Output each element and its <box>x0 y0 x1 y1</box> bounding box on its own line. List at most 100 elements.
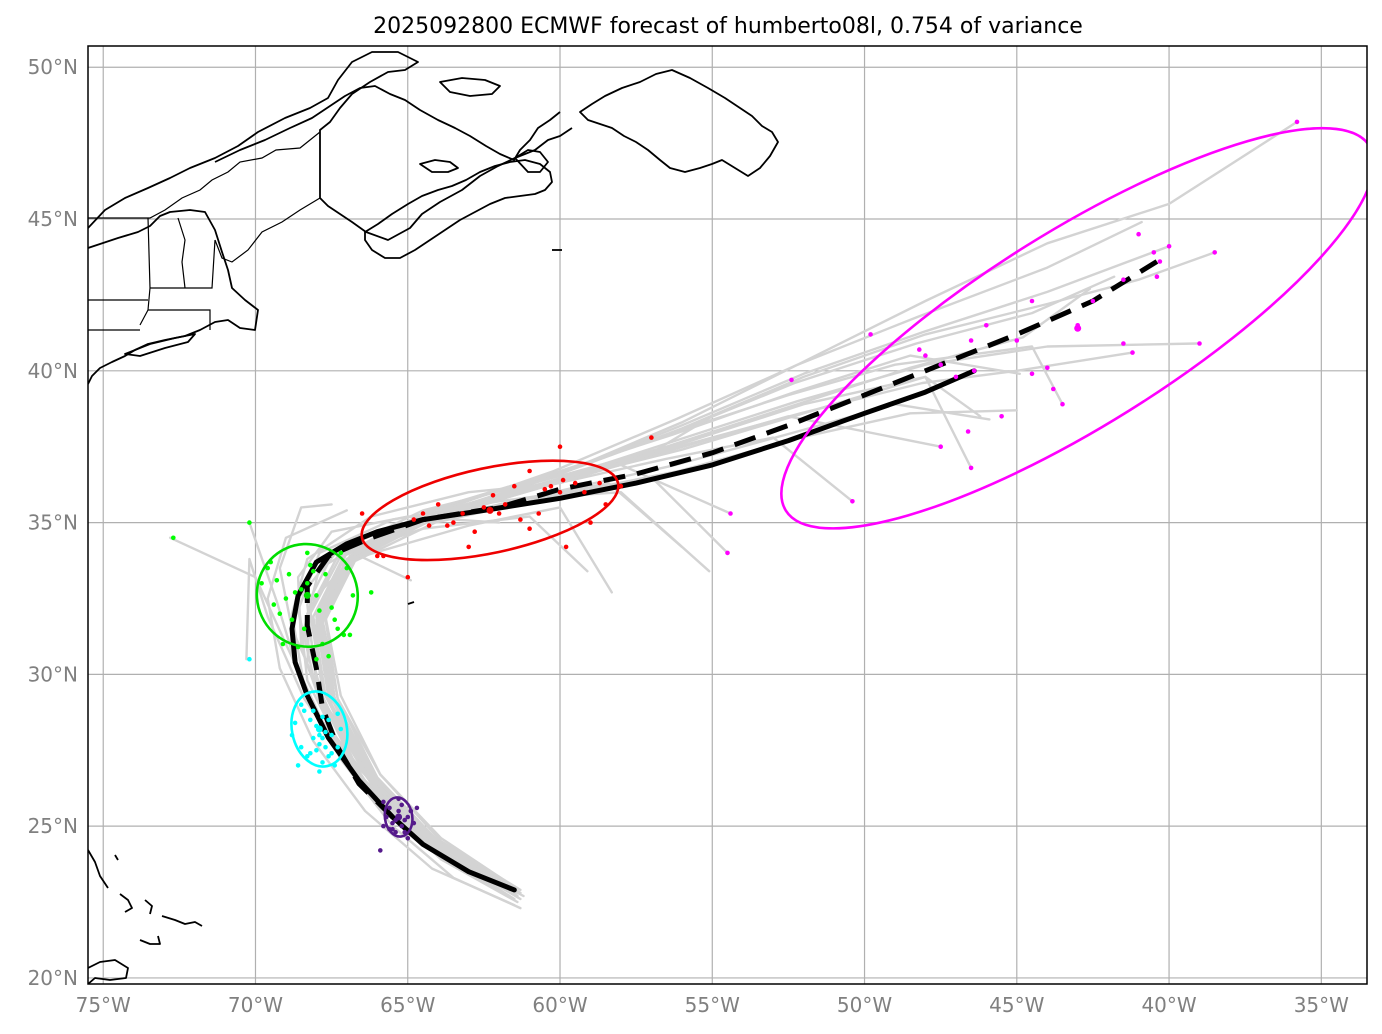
cyan-position-point <box>305 754 310 759</box>
ensemble-member-track <box>315 354 1021 889</box>
red-position-point <box>359 511 365 516</box>
red-position-point <box>536 511 541 516</box>
us-state-borders <box>88 217 216 331</box>
purple-position-point <box>381 799 386 805</box>
magenta-position-point <box>968 465 974 471</box>
red-position-point <box>527 468 532 474</box>
ellipse-center-point <box>395 813 403 821</box>
uncertainty-ellipse <box>780 126 1367 530</box>
cyan-position-point <box>247 656 252 662</box>
lat-tick-label: 30°N <box>28 662 78 686</box>
red-position-point <box>490 493 496 498</box>
green-position-point <box>326 653 331 659</box>
green-position-point <box>247 520 252 525</box>
ensemble-mean-track <box>289 368 977 893</box>
magenta-position-point <box>923 353 928 358</box>
ensemble-member-track <box>306 475 729 889</box>
long-island <box>124 333 196 357</box>
plot-frame <box>87 45 1368 985</box>
magenta-position-point <box>1294 119 1300 125</box>
magenta-position-point <box>1157 259 1163 264</box>
magenta-position-point <box>725 550 730 556</box>
gulf-st-lawrence-coastline <box>214 85 561 163</box>
green-position-point <box>347 632 353 638</box>
ensemble-member-track <box>321 245 1171 895</box>
red-position-point <box>527 526 532 531</box>
magenta-position-point <box>971 368 977 374</box>
green-position-point <box>368 590 374 595</box>
red-position-point <box>597 480 602 486</box>
coastlines <box>88 51 779 984</box>
cyan-position-point <box>298 744 304 750</box>
lon-tick-label: 60°W <box>532 993 587 1017</box>
purple-position-point <box>393 829 398 835</box>
cyan-position-point <box>311 708 316 714</box>
green-position-point <box>335 626 341 632</box>
red-position-point <box>582 489 587 495</box>
red-position-point <box>460 511 465 516</box>
green-position-point <box>332 617 338 622</box>
forecast-positions <box>171 119 1300 853</box>
magenta-position-point <box>1121 277 1126 283</box>
ensemble-member-track <box>309 287 1092 892</box>
magenta-position-point <box>1130 350 1135 355</box>
uncertainty-ellipse <box>383 796 414 838</box>
magenta-position-point <box>953 374 959 380</box>
green-position-point <box>265 565 271 571</box>
purple-position-point <box>405 836 411 841</box>
magenta-position-point <box>1045 365 1050 371</box>
lon-tick-label: 75°W <box>76 993 131 1017</box>
cyan-position-point <box>311 735 316 741</box>
lat-tick-label: 20°N <box>28 966 78 990</box>
red-position-point <box>557 444 563 450</box>
magenta-position-point <box>789 377 794 383</box>
magenta-position-point <box>1151 250 1157 255</box>
green-position-point <box>323 571 328 577</box>
cyan-position-point <box>335 744 341 750</box>
red-position-point <box>518 517 523 522</box>
green-position-point <box>350 593 356 598</box>
magenta-position-point <box>965 429 971 434</box>
green-position-point <box>280 641 286 647</box>
cyan-position-point <box>320 714 325 720</box>
gridlines <box>88 46 1367 984</box>
magenta-position-point <box>1197 341 1202 346</box>
magenta-position-point <box>1060 401 1065 407</box>
cyan-position-point <box>295 763 301 768</box>
red-position-point <box>451 520 456 525</box>
ensemble-tracks <box>169 120 1299 910</box>
cyan-position-point <box>298 702 304 707</box>
green-position-point <box>259 581 264 586</box>
red-position-point <box>445 523 450 528</box>
ellipse-center-point <box>1074 324 1082 332</box>
green-position-point <box>274 578 280 583</box>
red-position-point <box>472 529 478 534</box>
magenta-position-point <box>1029 371 1035 377</box>
magenta-position-point <box>850 499 855 504</box>
purple-position-point <box>405 814 411 820</box>
green-position-point <box>298 587 304 592</box>
dashed-mean-track <box>304 259 1159 819</box>
magenta-position-point <box>984 323 989 328</box>
mean-tracks <box>289 259 1159 893</box>
red-position-point <box>588 520 593 525</box>
ensemble-member-track <box>324 251 1216 895</box>
red-position-point <box>420 511 426 516</box>
green-position-point <box>171 535 176 541</box>
ensemble-member-track <box>248 521 516 901</box>
red-position-point <box>560 477 566 483</box>
purple-position-point <box>387 805 392 811</box>
red-position-point <box>481 505 487 510</box>
green-position-point <box>283 596 289 601</box>
lat-tick-label: 35°N <box>28 511 78 535</box>
red-position-point <box>542 486 548 492</box>
ensemble-member-track <box>321 351 1134 895</box>
purple-position-point <box>399 823 405 829</box>
cyan-position-point <box>314 748 319 753</box>
purple-position-point <box>378 848 383 853</box>
purple-position-point <box>390 820 395 826</box>
green-position-point <box>317 608 322 613</box>
magenta-position-point <box>728 511 733 516</box>
us-canada-border <box>88 131 321 263</box>
